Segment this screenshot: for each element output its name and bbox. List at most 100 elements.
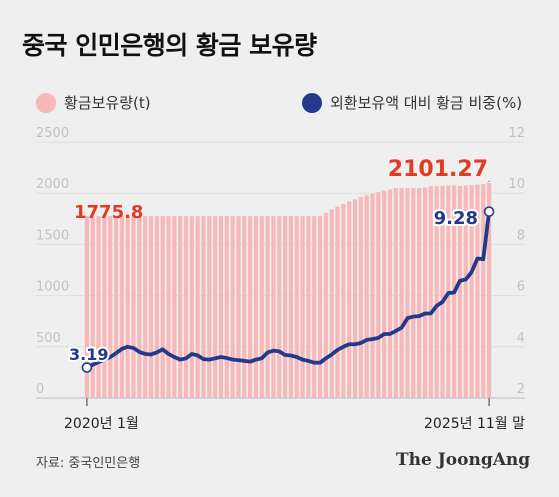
gold-bar xyxy=(422,187,428,398)
gold-bar xyxy=(428,186,433,398)
legend-bar-swatch xyxy=(36,92,56,113)
gold-bar xyxy=(125,216,130,398)
x-label-end: 2025년 11월 말 xyxy=(424,416,525,432)
gold-bar xyxy=(189,216,194,398)
ratio-end-label: 9.28 xyxy=(434,208,478,229)
gold-bar xyxy=(317,216,323,398)
gold-bar xyxy=(335,206,340,398)
left-tick-label: 0 xyxy=(36,382,44,397)
gold-bar xyxy=(224,216,229,398)
gold-bar xyxy=(411,188,416,398)
gold-bar xyxy=(96,216,101,398)
gold-bar xyxy=(469,185,474,398)
right-tick-label: 2 xyxy=(517,382,525,397)
gold-bar xyxy=(137,216,142,398)
gold-end-label: 2101.27 xyxy=(388,157,488,182)
gold-bar xyxy=(486,182,492,398)
gold-bar xyxy=(358,197,363,398)
gold-bar xyxy=(265,216,270,398)
gold-bar xyxy=(166,216,171,398)
gold-bar xyxy=(178,216,183,398)
gold-bar xyxy=(160,216,165,398)
legend-gold-reserve-label: 황금보유량(t) xyxy=(64,94,151,112)
left-tick-label: 2500 xyxy=(36,126,69,141)
gold-bar xyxy=(387,189,393,398)
gold-start-label: 1775.8 xyxy=(74,202,143,223)
right-tick-label: 4 xyxy=(517,331,525,346)
ratio-end-marker xyxy=(483,206,495,217)
x-label-start: 2020년 1월 xyxy=(64,416,139,432)
gold-bar xyxy=(475,184,480,398)
legend-gold-reserve: 황금보유량(t) xyxy=(36,92,151,113)
left-tick-label: 1500 xyxy=(36,228,69,243)
gold-bar xyxy=(113,216,119,398)
gold-bar xyxy=(282,216,288,398)
gold-bar xyxy=(84,216,90,398)
gold-bar xyxy=(399,188,404,398)
gold-bar xyxy=(405,188,410,398)
gold-bar xyxy=(172,216,177,398)
gold-ratio-line xyxy=(85,209,491,370)
gold-bar xyxy=(370,193,375,398)
ratio-start-label-halo: 3.19 xyxy=(69,345,108,364)
gold-bar xyxy=(364,195,369,398)
right-tick-label: 10 xyxy=(508,177,525,192)
gold-bar xyxy=(236,216,241,398)
gold-bar xyxy=(347,201,352,398)
gold-bar xyxy=(277,216,282,398)
gold-bar xyxy=(294,216,299,398)
legend-gold-ratio-label: 외환보유액 대비 황금 비중(%) xyxy=(330,94,523,112)
gold-bar xyxy=(288,216,294,398)
gold-bar xyxy=(119,216,124,398)
gold-bar xyxy=(481,183,486,398)
gold-bar xyxy=(376,192,381,398)
gold-bar xyxy=(248,216,253,398)
source-note: 자료: 중국인민은행 xyxy=(36,456,141,471)
left-tick-label: 1000 xyxy=(36,280,69,295)
gold-bar xyxy=(230,216,235,398)
gold-bar xyxy=(323,212,328,398)
gold-bar xyxy=(131,216,136,398)
legend-gold-ratio: 외환보유액 대비 황금 비중(%) xyxy=(302,92,522,113)
gold-bar xyxy=(440,185,445,398)
gold-bar xyxy=(463,185,468,398)
gold-bar xyxy=(108,216,113,398)
gold-bar xyxy=(195,216,200,398)
gold-bar xyxy=(300,216,305,398)
right-tick-label: 8 xyxy=(517,228,525,243)
gold-bar xyxy=(382,190,387,398)
gold-bar xyxy=(352,199,358,398)
brand-logo: The JoongAng xyxy=(396,450,531,470)
gold-bar xyxy=(213,216,218,398)
ratio-start-label: 3.19 xyxy=(69,345,108,364)
gold-bar xyxy=(242,216,247,398)
gold-bar xyxy=(183,216,189,398)
gold-bar xyxy=(102,216,107,398)
gold-bar xyxy=(143,216,148,398)
gold-bar xyxy=(253,216,259,398)
gold-bar xyxy=(306,216,311,398)
ratio-start-marker xyxy=(81,362,93,373)
left-tick-label: 500 xyxy=(36,331,61,346)
gold-bar xyxy=(148,216,154,398)
gold-bar xyxy=(329,209,334,398)
gold-bar xyxy=(434,186,439,398)
gold-bar xyxy=(393,188,398,398)
left-tick-label: 2000 xyxy=(36,177,69,192)
gold-bar xyxy=(207,216,212,398)
gold-bar xyxy=(154,216,159,398)
right-tick-label: 12 xyxy=(508,126,525,141)
ratio-end-label-halo: 9.28 xyxy=(434,208,478,229)
gold-bar xyxy=(312,216,317,398)
gold-bar xyxy=(218,216,224,398)
gold-bar xyxy=(417,188,422,398)
gold-bar xyxy=(201,216,206,398)
gold-bar xyxy=(259,216,264,398)
gold-bar xyxy=(457,186,463,398)
gold-bar xyxy=(90,216,95,398)
right-tick-label: 6 xyxy=(517,280,525,295)
chart-title: 중국 인민은행의 황금 보유량 xyxy=(22,31,317,60)
legend-line-swatch xyxy=(302,92,322,113)
gold-bar xyxy=(271,216,276,398)
